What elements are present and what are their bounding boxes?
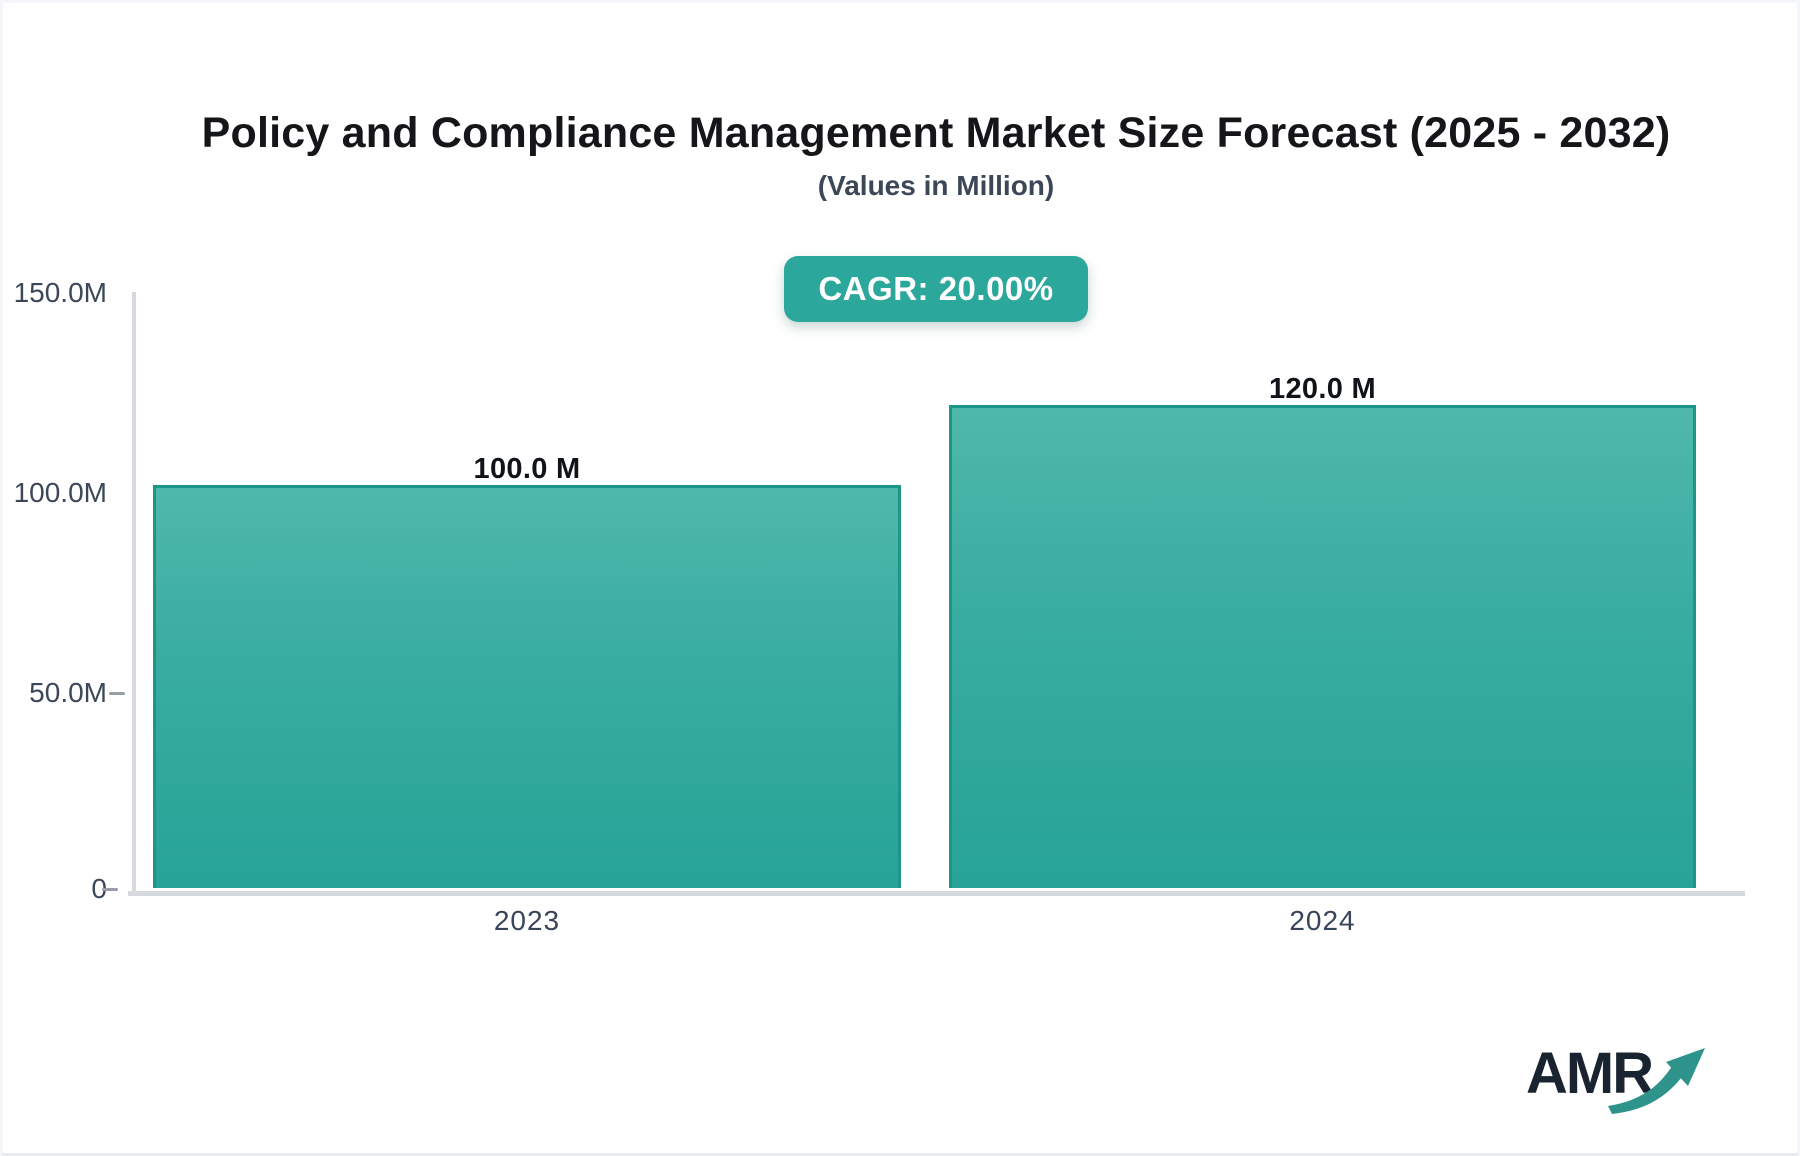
x-axis-label-2023: 2023 [493,905,561,936]
growth-arrow-icon [1608,1048,1705,1114]
chart-title: Policy and Compliance Management Market … [201,109,1671,157]
amr-logo: AMR [1526,1041,1705,1114]
y-axis-line [132,292,136,893]
y-tick-150m: 150.0M [13,277,107,308]
bar-2023 [153,485,901,888]
amr-logo-text: AMR [1526,1041,1653,1106]
x-axis-line [128,891,1745,896]
x-axis-label-2024: 2024 [1289,905,1356,936]
bar-2024 [949,405,1696,888]
chart-subtitle: (Values in Million) [817,170,1055,201]
bar-value-label-2023: 100.0 M [473,453,581,485]
y-tick-mark-50m [109,692,125,695]
y-tick-mark-0 [102,888,118,891]
y-tick-50m: 50.0M [29,677,107,708]
bar-value-label-2024: 120.0 M [1269,373,1376,405]
y-tick-100m: 100.0M [13,477,107,508]
y-tick-0: 0 [91,873,107,904]
cagr-badge: CAGR: 20.00% [784,256,1088,322]
cagr-badge-row: CAGR: 20.00% [133,256,1739,322]
